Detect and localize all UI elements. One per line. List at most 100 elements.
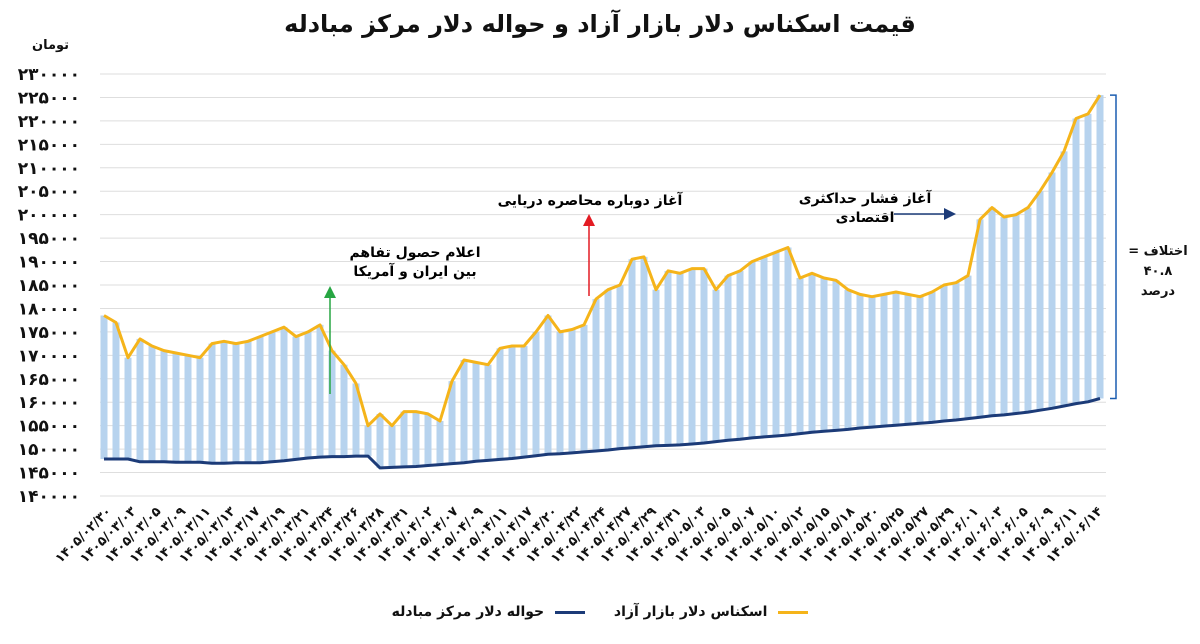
spread-bar bbox=[856, 294, 864, 429]
spread-bar bbox=[1072, 118, 1080, 404]
annotation-max-pressure-line-1: آغاز فشار حداکثری bbox=[798, 191, 932, 207]
spread-bar bbox=[1012, 214, 1020, 414]
spread-bar bbox=[820, 277, 828, 432]
y-tick-label: ۱۴۰۰۰۰ bbox=[18, 487, 80, 507]
y-tick-label: ۱۴۵۰۰۰ bbox=[18, 464, 80, 484]
y-tick-label: ۲۰۰۰۰۰ bbox=[18, 206, 80, 226]
y-tick-label: ۱۵۵۰۰۰ bbox=[18, 417, 80, 437]
spread-bar bbox=[268, 331, 276, 462]
spread-bar bbox=[508, 345, 516, 459]
series-line-free-market bbox=[103, 94, 1102, 428]
spread-bar bbox=[148, 345, 156, 462]
spread-bar bbox=[400, 411, 408, 467]
spread-bar bbox=[760, 256, 768, 437]
spread-bar bbox=[580, 324, 588, 452]
legend-item-free-market: اسکناس دلار بازار آزاد bbox=[613, 604, 809, 620]
spread-bar bbox=[568, 329, 576, 453]
spread-bar bbox=[112, 322, 120, 459]
spread-bar bbox=[676, 273, 684, 445]
spread-bar bbox=[496, 348, 504, 460]
y-tick-label: ۱۶۰۰۰۰ bbox=[18, 393, 80, 413]
spread-bar bbox=[592, 299, 600, 451]
spread-bar bbox=[940, 285, 948, 421]
chart: ۱۴۰۰۰۰ ۱۴۵۰۰۰ ۱۵۰۰۰۰ ۱۵۵۰۰۰ ۱۶۰۰۰۰ ۱۶۵۰۰۰ ۱۷۰۰… bbox=[18, 65, 1117, 566]
y-tick-label: ۱۷۵۰۰۰ bbox=[18, 323, 80, 343]
spread-bar bbox=[532, 331, 540, 456]
chart-title: قیمت اسکناس دلار بازار آزاد و حواله دلار… bbox=[284, 10, 916, 38]
spread-bar bbox=[976, 219, 984, 418]
y-tick-label: ۱۸۵۰۰۰ bbox=[18, 276, 80, 296]
legend-label-exchange-center: حواله دلار مرکز مبادله bbox=[391, 604, 545, 620]
spread-bar bbox=[688, 268, 696, 444]
y-tick-label: ۱۷۰۰۰۰ bbox=[18, 346, 80, 366]
annotation-agreement-line-2: بین ایران و آمریکا bbox=[353, 264, 477, 280]
spread-bar bbox=[220, 341, 228, 464]
spread-bar bbox=[964, 275, 972, 419]
legend-item-exchange-center: حواله دلار مرکز مبادله bbox=[391, 604, 586, 620]
spread-bar bbox=[544, 315, 552, 455]
spread-bar bbox=[292, 336, 300, 460]
spread-bar bbox=[304, 331, 312, 459]
spread-bar bbox=[448, 381, 456, 464]
annotation-max-pressure-line-2: اقتصادی bbox=[835, 210, 895, 226]
spread-bar bbox=[988, 207, 996, 416]
spread-bar bbox=[844, 289, 852, 430]
spread-bar bbox=[832, 280, 840, 431]
spread-bar bbox=[652, 289, 660, 446]
spread-bar bbox=[340, 364, 348, 457]
spread-bar bbox=[256, 336, 264, 463]
spread-bar bbox=[724, 275, 732, 441]
y-tick-label: ۲۲۵۰۰۰ bbox=[18, 88, 80, 108]
spread-bar bbox=[388, 425, 396, 468]
spread-bar bbox=[520, 345, 528, 458]
spread-bar bbox=[1084, 113, 1092, 402]
y-tick-label: ۱۶۵۰۰۰ bbox=[18, 370, 80, 390]
annotation-agreement: اعلام حصول تفاهم بین ایران و آمریکا bbox=[330, 244, 500, 282]
spread-bar bbox=[664, 270, 672, 446]
spread-bar bbox=[748, 261, 756, 438]
difference-label: اختلاف = ۴۰.۸ درصد bbox=[1122, 242, 1194, 302]
y-tick-label: ۲۱۵۰۰۰ bbox=[18, 135, 80, 155]
spread-bar bbox=[700, 268, 708, 444]
spread-bar bbox=[244, 341, 252, 463]
spread-bar bbox=[472, 362, 480, 462]
spread-bar bbox=[1096, 95, 1104, 399]
spread-bar bbox=[880, 294, 888, 427]
y-tick-label: ۲۳۰۰۰۰ bbox=[18, 65, 80, 85]
spread-bar bbox=[208, 343, 216, 464]
spread-bar bbox=[412, 411, 420, 467]
spread-bar bbox=[424, 413, 432, 466]
spread-bar bbox=[640, 256, 648, 447]
spread-bar bbox=[604, 289, 612, 451]
y-tick-label: ۱۹۵۰۰۰ bbox=[18, 229, 80, 249]
legend-label-free-market: اسکناس دلار بازار آزاد bbox=[613, 604, 768, 620]
difference-label-line-3: درصد bbox=[1140, 284, 1176, 299]
spread-bar bbox=[328, 350, 336, 457]
spread-bar bbox=[628, 259, 636, 448]
difference-bracket bbox=[1110, 94, 1117, 400]
spread-bar bbox=[1036, 191, 1044, 411]
legend-swatch-exchange-center bbox=[555, 610, 586, 614]
difference-label-value: ۴۰.۸ bbox=[1143, 264, 1173, 279]
legend: اسکناس دلار بازار آزاد حواله دلار مرکز م… bbox=[0, 604, 1200, 620]
spread-bar bbox=[1024, 207, 1032, 413]
spread-bar bbox=[616, 285, 624, 449]
spread-bar bbox=[460, 360, 468, 463]
annotation-blockade: آغاز دوباره محاصره دریایی bbox=[490, 192, 690, 211]
spread-bar bbox=[772, 252, 780, 436]
spread-bar bbox=[124, 357, 132, 459]
y-tick-label: ۲۱۰۰۰۰ bbox=[18, 159, 80, 179]
spread-bar bbox=[160, 350, 168, 462]
y-tick-label: ۲۰۵۰۰۰ bbox=[18, 182, 80, 202]
spread-bar bbox=[196, 357, 204, 463]
spread-bar bbox=[736, 270, 744, 440]
spread-bar bbox=[232, 343, 240, 463]
spread-bar bbox=[376, 413, 384, 468]
spread-bar bbox=[928, 292, 936, 423]
spread-bar bbox=[280, 327, 288, 461]
spread-bar bbox=[1048, 172, 1056, 409]
legend-swatch-free-market bbox=[778, 610, 809, 614]
y-tick-label: ۱۸۰۰۰۰ bbox=[18, 299, 80, 319]
difference-label-line-1: اختلاف = bbox=[1128, 244, 1188, 259]
spread-bar bbox=[868, 296, 876, 428]
